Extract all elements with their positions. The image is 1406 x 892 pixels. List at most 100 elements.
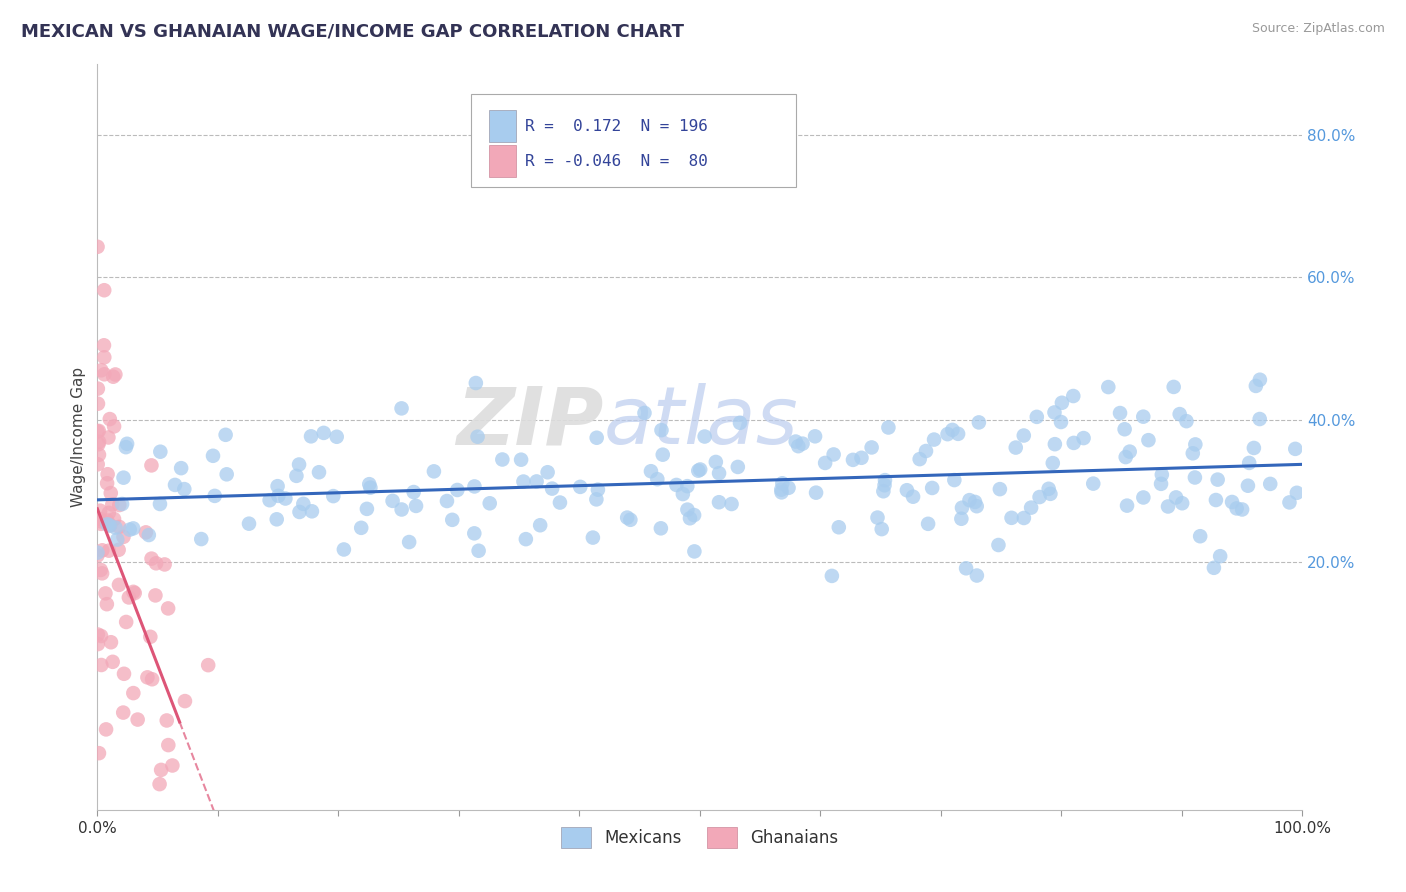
Point	[1157, 500, 1180, 514]
Point	[1171, 496, 1194, 510]
Point	[936, 427, 959, 442]
Point	[548, 495, 571, 509]
Point	[98, 518, 121, 533]
Point	[1220, 495, 1243, 509]
Point	[136, 670, 159, 684]
Point	[650, 423, 672, 437]
Point	[398, 535, 420, 549]
Point	[98, 412, 121, 426]
Point	[950, 500, 973, 515]
Point	[1181, 446, 1204, 460]
Point	[93, 338, 115, 352]
Point	[101, 498, 124, 512]
Point	[814, 456, 837, 470]
Point	[156, 714, 179, 728]
Point	[619, 513, 641, 527]
Point	[872, 484, 894, 499]
Point	[529, 518, 551, 533]
Point	[1000, 511, 1022, 525]
Point	[266, 512, 288, 526]
Point	[96, 476, 118, 491]
Point	[124, 586, 146, 600]
Point	[860, 441, 883, 455]
Point	[122, 584, 145, 599]
Point	[94, 723, 117, 737]
Point	[823, 447, 845, 461]
Point	[266, 479, 288, 493]
Point	[115, 437, 138, 451]
Point	[877, 420, 900, 434]
Point	[1243, 441, 1265, 455]
Point	[941, 423, 963, 437]
Point	[1118, 444, 1140, 458]
Point	[770, 483, 793, 497]
Point	[873, 473, 896, 487]
Point	[569, 480, 592, 494]
Point	[1073, 431, 1095, 445]
Point	[651, 448, 673, 462]
Point	[112, 706, 135, 720]
Point	[145, 588, 167, 602]
Point	[536, 465, 558, 479]
Point	[908, 452, 931, 467]
Point	[356, 501, 378, 516]
Point	[96, 597, 118, 611]
Point	[197, 658, 219, 673]
Point	[1237, 456, 1260, 470]
Point	[141, 551, 163, 566]
Point	[463, 526, 485, 541]
Point	[288, 458, 311, 472]
Point	[676, 479, 699, 493]
Point	[292, 497, 315, 511]
Point	[127, 713, 149, 727]
Point	[107, 542, 129, 557]
Point	[86, 546, 108, 560]
Point	[1206, 473, 1229, 487]
Point	[1249, 373, 1271, 387]
Point	[100, 635, 122, 649]
Text: atlas: atlas	[603, 384, 799, 461]
Text: MEXICAN VS GHANAIAN WAGE/INCOME GAP CORRELATION CHART: MEXICAN VS GHANAIAN WAGE/INCOME GAP CORR…	[21, 22, 685, 40]
Point	[157, 601, 180, 615]
Point	[301, 504, 323, 518]
Point	[1116, 499, 1139, 513]
Point	[90, 516, 112, 531]
Point	[173, 482, 195, 496]
Point	[141, 672, 163, 686]
Point	[170, 461, 193, 475]
Point	[174, 694, 197, 708]
Point	[201, 449, 224, 463]
Point	[1083, 476, 1105, 491]
Point	[963, 495, 986, 509]
Point	[359, 477, 381, 491]
Point	[1043, 437, 1066, 451]
Point	[1132, 409, 1154, 424]
Point	[586, 483, 609, 497]
Point	[391, 502, 413, 516]
Point	[94, 586, 117, 600]
Point	[959, 493, 981, 508]
Point	[950, 512, 973, 526]
Point	[478, 496, 501, 510]
Point	[1237, 479, 1260, 493]
Point	[1038, 482, 1060, 496]
FancyBboxPatch shape	[471, 94, 796, 187]
Point	[1039, 487, 1062, 501]
Point	[467, 543, 489, 558]
Point	[1230, 502, 1253, 516]
Point	[870, 522, 893, 536]
Point	[901, 490, 924, 504]
Point	[446, 483, 468, 497]
Point	[1132, 491, 1154, 505]
Point	[274, 491, 297, 506]
Point	[770, 485, 793, 500]
Point	[118, 523, 141, 537]
Point	[157, 738, 180, 752]
Point	[87, 434, 110, 449]
Point	[515, 532, 537, 546]
Point	[787, 439, 810, 453]
Point	[1050, 396, 1073, 410]
Point	[512, 475, 534, 489]
Y-axis label: Wage/Income Gap: Wage/Income Gap	[72, 368, 86, 508]
Point	[101, 655, 124, 669]
